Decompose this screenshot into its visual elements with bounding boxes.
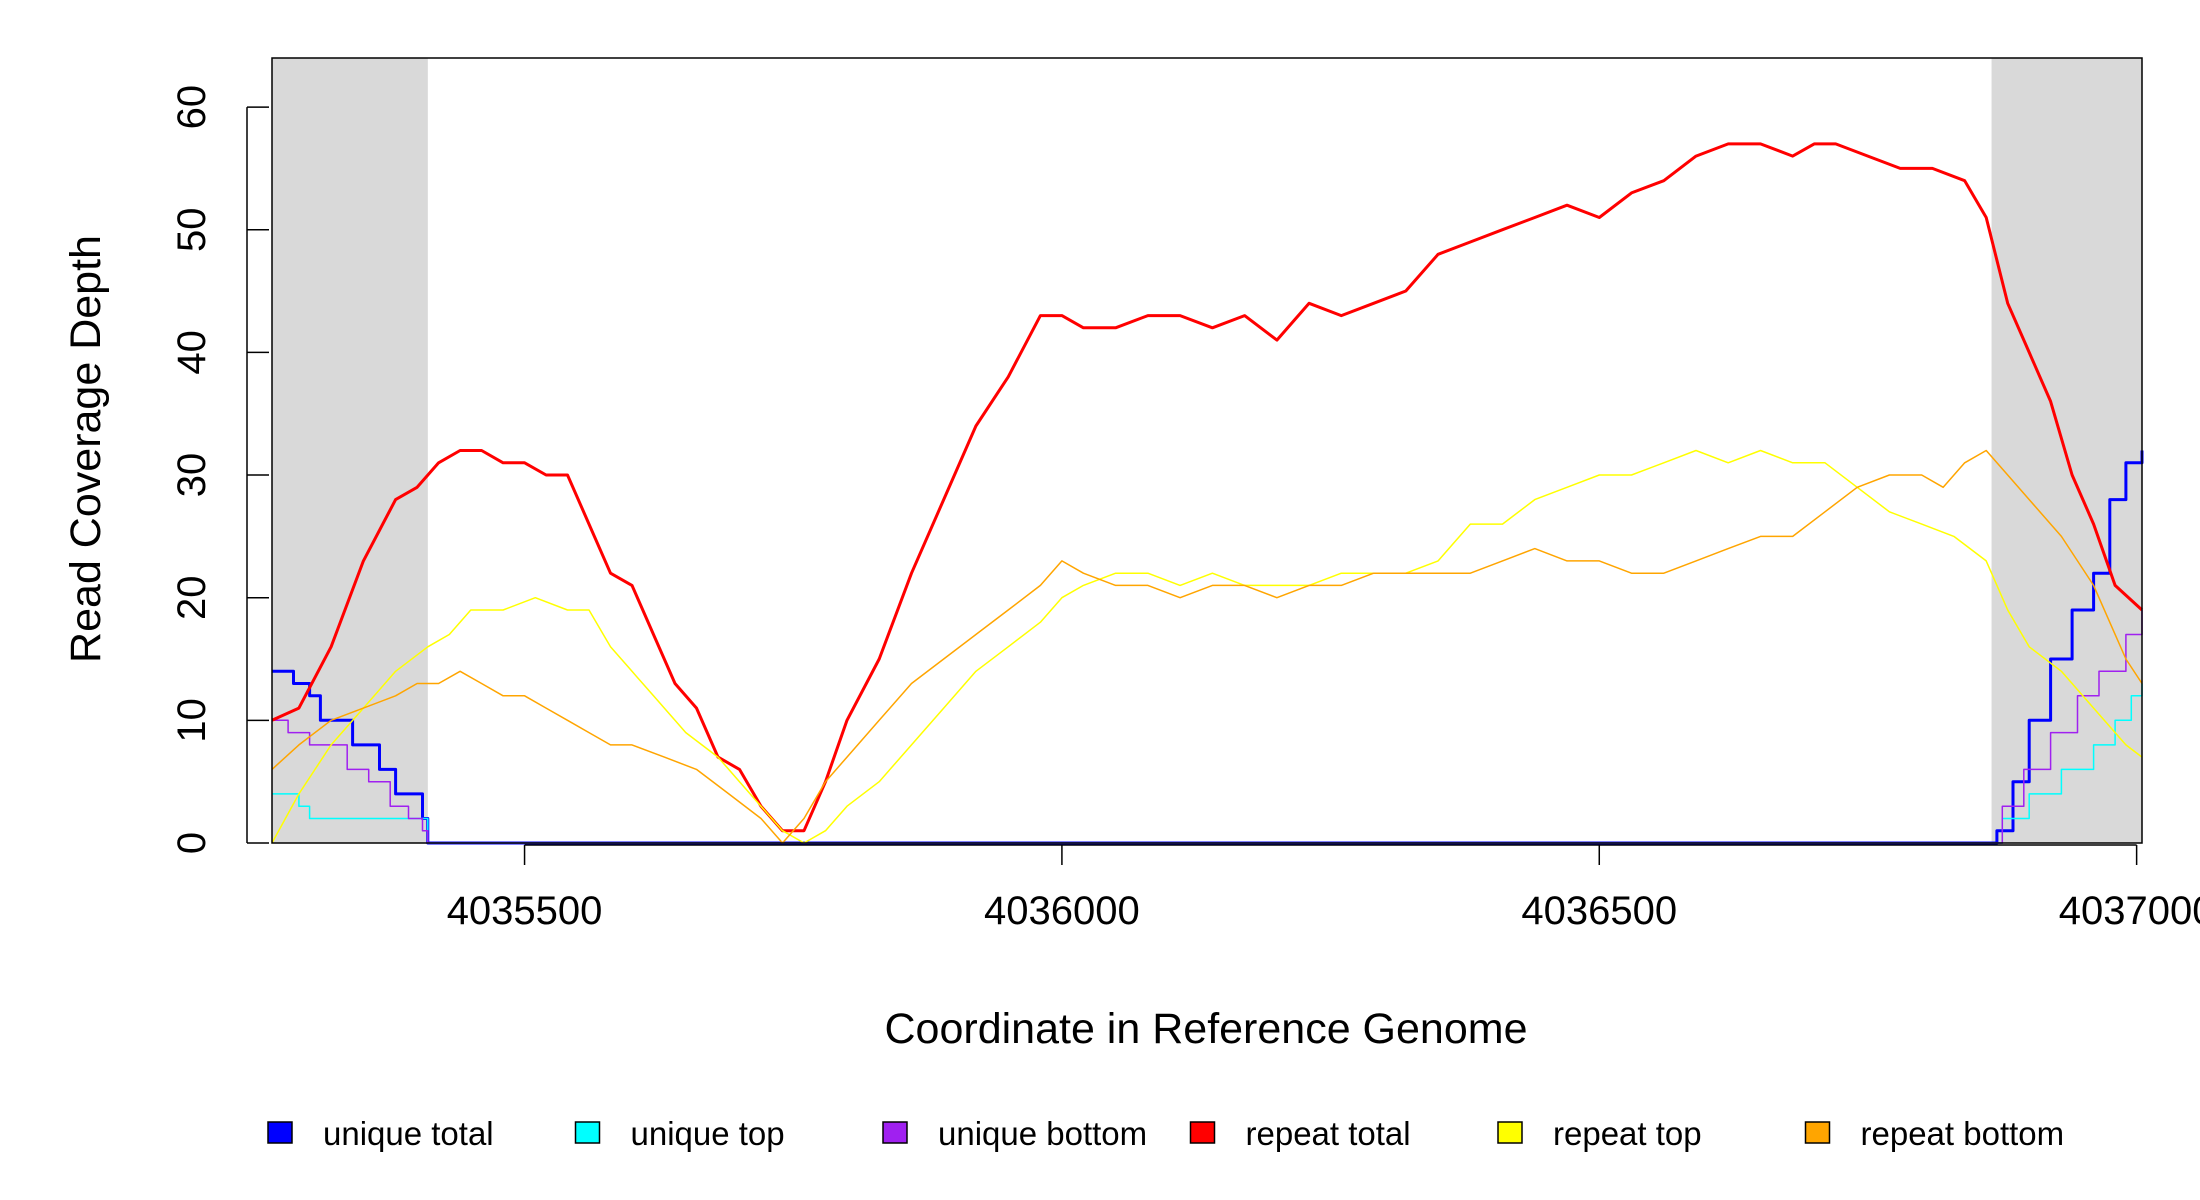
- legend-label: unique bottom: [938, 1115, 1147, 1152]
- legend-label: unique total: [323, 1115, 494, 1152]
- x-tick-label: 4037000: [2059, 889, 2200, 933]
- series-line: [272, 610, 2143, 844]
- series-line: [271, 449, 2143, 844]
- shaded-region: [1991, 58, 2142, 843]
- legend-swatch: [1804, 1121, 1831, 1144]
- series-line: [271, 142, 2144, 833]
- plot-frame: [271, 57, 2143, 844]
- y-tick-label: 20: [170, 575, 214, 620]
- shaded-region: [272, 58, 428, 843]
- series-line: [271, 449, 2143, 844]
- legend-swatch: [267, 1121, 293, 1144]
- series-lines: [271, 142, 2144, 845]
- legend-swatch: [882, 1121, 908, 1144]
- x-tick-label: 4035500: [447, 889, 603, 933]
- axes: 4035500 4036000 4036500 4037000 0 10 20 30 40 50 6…: [170, 85, 2200, 933]
- y-tick-label: 60: [170, 85, 214, 130]
- legend-label: unique top: [631, 1115, 785, 1152]
- x-tick-label: 4036500: [1521, 889, 1677, 933]
- legend-swatch: [1497, 1121, 1523, 1144]
- x-axis-title: Coordinate in Reference Genome: [885, 1005, 1528, 1053]
- y-tick-label: 40: [170, 330, 214, 375]
- legend: unique total unique top unique bottom repea…: [267, 1115, 2065, 1152]
- y-tick-label: 10: [170, 698, 214, 743]
- x-tick-label: 4036000: [984, 889, 1140, 933]
- legend-label: repeat bottom: [1861, 1115, 2065, 1152]
- series-line: [272, 683, 2143, 844]
- y-tick-label: 30: [170, 453, 214, 498]
- series-line: [272, 450, 2144, 845]
- legend-swatch: [574, 1121, 601, 1144]
- y-axis-title: Read Coverage Depth: [62, 235, 110, 663]
- legend-label: repeat top: [1553, 1115, 1702, 1152]
- legend-swatch: [1189, 1121, 1216, 1144]
- legend-label: repeat total: [1246, 1115, 1411, 1152]
- y-tick-label: 50: [170, 207, 214, 252]
- shaded-regions: [272, 58, 2142, 843]
- y-tick-label: 0: [170, 832, 214, 854]
